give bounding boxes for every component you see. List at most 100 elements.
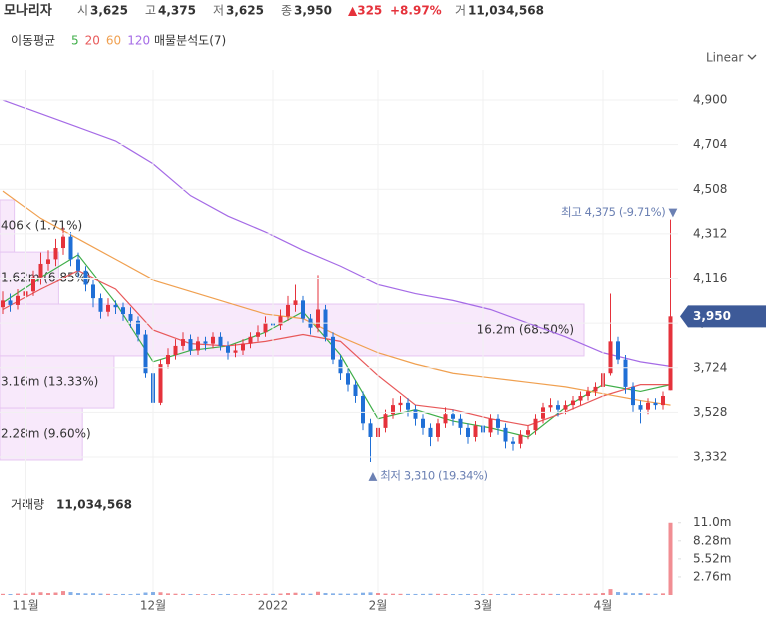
last-price-tag (680, 305, 766, 328)
candle-body (421, 418, 425, 428)
volume-bar (271, 593, 275, 595)
volume-bar (481, 594, 485, 595)
x-tick-label: 12월 (140, 599, 166, 613)
candle-body (563, 405, 568, 410)
candle-body (233, 350, 238, 353)
volume-bar (398, 593, 403, 595)
volume-bar (46, 593, 50, 595)
volume-bar (173, 593, 178, 595)
profile-label: 16.2m (68.50%) (477, 322, 574, 336)
legend-entry[interactable]: 60 (106, 34, 121, 48)
scale-mode[interactable]: Linear (706, 51, 743, 65)
candle-body (586, 391, 590, 396)
volume-bar (196, 594, 200, 595)
candle-body (638, 405, 643, 410)
ma-title[interactable]: 이동평균 (11, 34, 55, 48)
volume-bar (353, 593, 358, 595)
volume-bar (346, 593, 350, 595)
profile-label: 2.28m (9.60%) (1, 427, 91, 441)
candle-body (166, 355, 170, 365)
candle-body (196, 341, 200, 351)
volume-bar (31, 592, 35, 595)
candle-body (608, 341, 613, 374)
candle-body (361, 395, 365, 424)
volume-bar (331, 593, 335, 595)
volume-bar (526, 594, 530, 595)
volume-bar (113, 594, 118, 595)
candle-body (256, 332, 260, 337)
candle-body (451, 414, 455, 419)
volume-bar (563, 593, 568, 595)
candle-body (248, 336, 253, 344)
x-tick-label: 3월 (474, 599, 493, 613)
volume-bar (413, 593, 418, 595)
open-label: 시 (77, 4, 88, 18)
volume-bar (278, 593, 283, 595)
candle-body (181, 339, 185, 346)
volume-bar (541, 593, 545, 595)
candle-body (158, 364, 163, 403)
volume-bar (601, 593, 605, 595)
y-tick-label: 3,332 (693, 450, 727, 464)
volume-bar (68, 592, 73, 595)
y-tick-label: 4,312 (693, 226, 727, 240)
candle-body (541, 407, 545, 419)
candle-body (76, 259, 80, 271)
volume-bar (556, 593, 560, 595)
candle-body (466, 427, 470, 437)
candle-body (301, 300, 305, 319)
candle-body (38, 263, 43, 278)
candle-body (368, 423, 373, 437)
volume-bar (616, 592, 620, 595)
candle-body (316, 309, 320, 328)
legend-entry[interactable]: 20 (85, 34, 100, 48)
legend-entry[interactable]: 120 (127, 34, 150, 48)
volume-tick-label: 2.76m (693, 569, 731, 583)
volume-bar (466, 593, 470, 595)
candle-body (631, 386, 635, 406)
volume-bar (473, 594, 478, 595)
volume-total: 11,034,568 (56, 498, 132, 512)
volume-bar (53, 592, 58, 595)
candle-body (121, 307, 125, 315)
candle-body (458, 418, 463, 428)
candle-body (556, 405, 560, 410)
candle-body (143, 334, 148, 374)
volume-bar (593, 593, 598, 595)
candle-body (398, 402, 403, 406)
volume-bar (286, 593, 290, 595)
volume-bar (76, 593, 80, 595)
candle-body (338, 359, 343, 374)
volume-bar (436, 593, 440, 595)
close-label: 종 (281, 4, 292, 18)
volume-bar (383, 593, 388, 595)
profile-title[interactable]: 매물분석도(7) (154, 34, 226, 48)
candle-body (173, 345, 178, 356)
candle-body (616, 341, 620, 360)
volume-tick-label: 5.52m (693, 551, 731, 565)
volume-bar (488, 593, 493, 595)
candle-body (91, 284, 95, 299)
candle-body (83, 270, 88, 285)
candle-body (106, 304, 110, 312)
ma-line (2, 99, 671, 367)
legend-entry[interactable]: 5 (71, 34, 79, 48)
volume-bar (533, 593, 538, 595)
volume-bar (211, 594, 215, 595)
close-value: 3,950 (294, 4, 332, 18)
candle-body (61, 236, 65, 249)
candle-body (383, 414, 388, 428)
volume-tick-label: 8.28m (693, 533, 731, 547)
volume-bar (571, 593, 575, 595)
volume-bar (323, 593, 328, 595)
x-tick-label: 11월 (12, 599, 38, 613)
candle-body (533, 418, 538, 431)
dropdown-chevron[interactable] (747, 54, 757, 60)
candle-body (136, 320, 140, 335)
volume-bar (421, 593, 425, 595)
low-value: 3,625 (226, 4, 264, 18)
volume-bar (8, 594, 13, 595)
volume-bar (496, 594, 500, 595)
candle-body (16, 295, 20, 305)
